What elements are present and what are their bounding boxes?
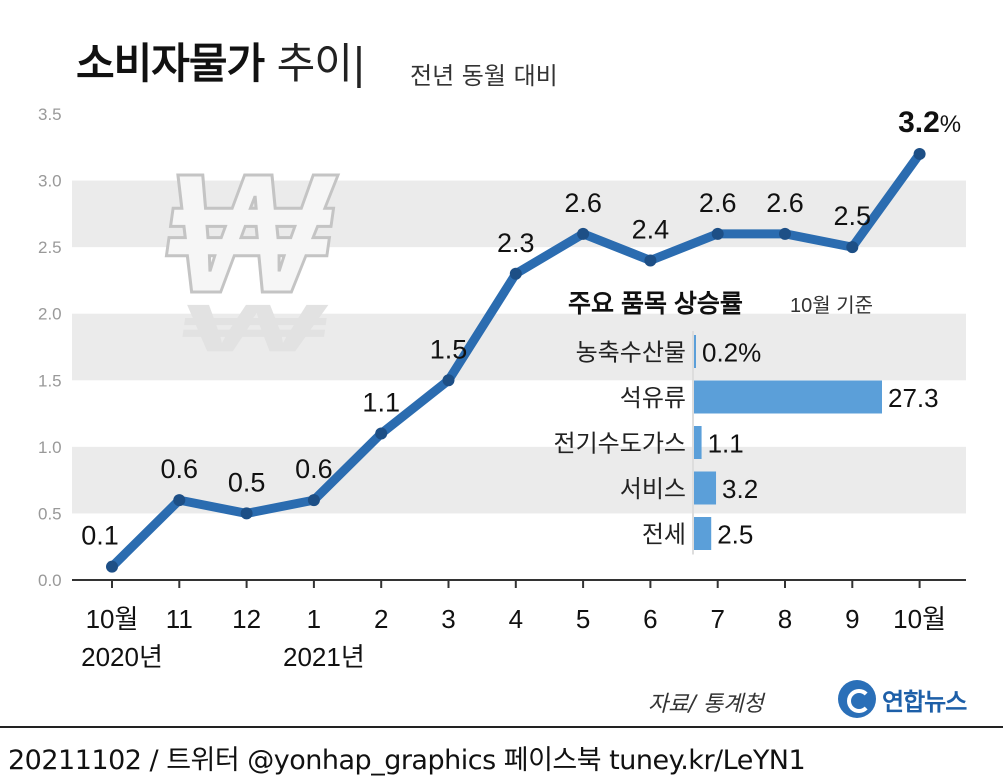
x-tick-label: 4: [509, 604, 523, 634]
y-tick-label: 2.0: [38, 305, 62, 324]
data-point: [509, 267, 522, 280]
y-tick-label: 2.5: [38, 238, 62, 257]
data-point: [442, 374, 455, 387]
x-tick-label: 1: [307, 604, 321, 634]
inset-bar: [694, 517, 712, 550]
data-label: 0.6: [295, 454, 333, 484]
cpi-chart: 0.00.51.01.52.02.53.03.5₩₩0.10.6 0.5 0.61.…: [38, 105, 966, 672]
data-label: 0.5: [228, 467, 266, 497]
y-tick-label: 3.0: [38, 172, 62, 191]
inset-value-label: 2.5: [717, 520, 753, 550]
x-tick-label: 2021년: [283, 642, 365, 672]
inset-category-label: 서비스: [620, 476, 686, 503]
data-label: 2.3: [497, 228, 535, 258]
data-point: [846, 241, 859, 254]
data-label: 1.5: [430, 334, 468, 364]
inset-value-label: 1.1: [708, 429, 744, 459]
svg-text:₩: ₩: [178, 290, 330, 365]
page-subtitle: 전년 동월 대비: [410, 62, 558, 90]
data-point: [240, 507, 253, 520]
x-tick-label: 6: [643, 604, 657, 634]
data-point: [307, 494, 320, 507]
inset-title: 주요 품목 상승률: [568, 290, 743, 318]
yonhap-logo: 연합뉴스: [838, 680, 967, 718]
won-sign-icon: ₩₩: [155, 137, 346, 365]
inset-bar: [694, 335, 696, 368]
inset-value-label: 3.2: [722, 474, 758, 504]
y-tick-label: 1.5: [38, 371, 62, 390]
data-label: 3.2%: [898, 106, 961, 139]
x-tick-label: 2020년: [81, 642, 163, 672]
x-tick-label: 10월: [86, 604, 139, 634]
data-label: 2.4: [632, 214, 670, 244]
x-tick-label: 12: [232, 604, 261, 634]
data-label: 2.6: [564, 188, 602, 218]
data-point: [644, 254, 657, 267]
data-point: [106, 560, 118, 573]
y-tick-label: 0.5: [38, 504, 62, 523]
inset-subtitle: 10월 기준: [790, 294, 873, 317]
data-label-unit: %: [940, 111, 961, 138]
y-tick-label: 0.0: [38, 571, 62, 590]
data-label: 1.1: [362, 388, 400, 418]
x-tick-label: 10월: [893, 604, 946, 634]
data-label: 0.1: [81, 521, 119, 551]
inset-category-label: 전기수도가스: [554, 431, 686, 458]
x-tick-label: 7: [710, 604, 724, 634]
title-bold: 소비자물가: [76, 39, 265, 88]
inset-category-label: 농축수산물: [576, 340, 686, 367]
data-label: 0.6: [161, 454, 199, 484]
yonhap-logo-text: 연합뉴스: [882, 687, 967, 716]
data-label: 2.6: [766, 188, 804, 218]
data-point: [913, 147, 926, 160]
data-label: 2.5: [834, 201, 872, 231]
data-label: 2.6: [699, 188, 737, 218]
data-point: [779, 227, 791, 240]
title-bar: |: [351, 39, 366, 88]
inset-category-label: 석유류: [620, 385, 686, 412]
data-point: [375, 427, 388, 440]
x-tick-label: 2: [374, 604, 388, 634]
grid-band: [72, 446, 966, 514]
svg-text:₩: ₩: [156, 139, 344, 329]
data-point: [711, 227, 724, 240]
x-tick-label: 5: [576, 604, 590, 634]
title-light: 추이: [276, 39, 353, 88]
y-tick-label: 1.0: [38, 438, 62, 457]
inset-bar: [694, 426, 702, 459]
data-point: [173, 494, 186, 507]
source-label: 자료/ 통계청: [648, 692, 764, 717]
inset-category-label: 전세: [642, 522, 686, 549]
y-tick-label: 3.5: [38, 105, 62, 124]
inset-bar: [694, 380, 882, 414]
inset-value-label: 27.3: [888, 383, 939, 413]
data-point: [577, 227, 590, 240]
x-tick-label: 11: [166, 604, 193, 634]
inset-bar: [694, 471, 717, 505]
inset-value-label: 0.2%: [702, 338, 761, 368]
x-tick-label: 3: [441, 604, 455, 634]
page-title: 소비자물가 추이|: [76, 30, 366, 91]
footer-text: 20211102 / 트위터 @yonhap_graphics 페이스북 tun…: [8, 745, 806, 776]
yonhap-logo-icon: [838, 680, 876, 718]
footer: 20211102 / 트위터 @yonhap_graphics 페이스북 tun…: [0, 726, 1003, 784]
x-tick-label: 9: [845, 604, 859, 634]
x-tick-label: 8: [778, 604, 792, 634]
grid-band: [72, 313, 966, 381]
